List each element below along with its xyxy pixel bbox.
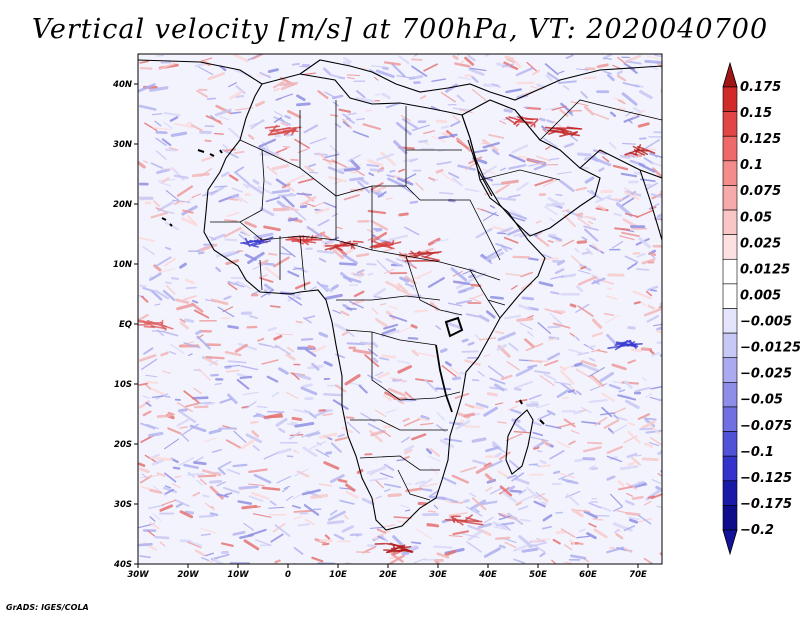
colorbar-swatch <box>722 332 738 359</box>
colorbar-label: 0.1 <box>740 158 763 173</box>
red-sea-coast <box>467 139 493 197</box>
asia-coastline <box>579 149 662 179</box>
colorbar-label: −0.175 <box>740 497 792 512</box>
colorbar-swatch <box>722 505 738 531</box>
lat-tick-label: 20N <box>113 200 132 210</box>
colorbar-label: −0.05 <box>740 393 783 408</box>
colorbar-swatch <box>722 455 738 482</box>
colorbar-swatch <box>722 185 738 211</box>
latitude-axis: 40N 30N 20N 10N EQ 10S 20S 30S 40S <box>112 80 138 570</box>
colorbar-label: 0.075 <box>740 184 781 199</box>
colorbar-label: 0.0125 <box>740 262 790 277</box>
lat-tick-label: EQ <box>119 320 132 330</box>
colorbar-label: −0.125 <box>740 471 792 486</box>
longitude-axis: 30W 20W 10W 0 10E 20E 30E 40E 50E 60E 70E <box>127 564 647 580</box>
colorbar-label: 0.125 <box>740 132 781 147</box>
colorbar-label: −0.0125 <box>740 341 800 356</box>
colorbar-swatch <box>722 258 738 285</box>
colorbar-top-arrow <box>722 61 738 88</box>
canary-islands <box>197 149 223 157</box>
lon-tick-label: 30E <box>429 570 447 580</box>
colorbar-swatch <box>722 209 738 235</box>
velocity-field <box>138 54 662 564</box>
colorbar-swatch <box>722 431 738 457</box>
lon-tick-label: 40E <box>478 570 497 580</box>
colorbar-swatch <box>722 135 738 162</box>
lon-tick-label: 50E <box>529 570 547 580</box>
lake-tanganyika <box>435 344 453 413</box>
colorbar-label: 0.025 <box>740 236 781 251</box>
colorbar-swatch <box>722 234 738 260</box>
colorbar-label: −0.2 <box>740 523 774 538</box>
colorbar-swatch <box>722 357 738 383</box>
india-coastline <box>639 169 662 241</box>
colorbar-swatch <box>722 406 738 432</box>
lat-tick-label: 10S <box>114 380 132 390</box>
colorbar-swatch <box>722 111 738 137</box>
lat-tick-label: 40S <box>113 560 132 570</box>
colorbar-swatch <box>722 283 738 309</box>
colorbar: 0.175 0.15 0.125 0.1 0.075 0.05 0.025 0.0125 0.0… <box>722 61 800 556</box>
lon-tick-label: 0 <box>285 570 291 580</box>
europe-coastline <box>138 59 662 101</box>
lat-tick-label: 20S <box>114 440 132 450</box>
grads-credit: GrADS: IGES/COLA <box>6 603 89 612</box>
lon-tick-label: 60E <box>579 570 597 580</box>
lon-tick-label: 30W <box>127 570 149 580</box>
madagascar-coastline <box>505 409 534 475</box>
colorbar-label: 0.005 <box>740 288 781 303</box>
lat-tick-label: 40N <box>112 80 132 90</box>
comoros <box>519 399 545 425</box>
coastlines <box>138 59 662 531</box>
lat-tick-label: 30N <box>113 140 132 150</box>
colorbar-swatch <box>722 308 738 334</box>
colorbar-swatch <box>722 86 738 112</box>
colorbar-label: 0.05 <box>740 210 772 225</box>
colorbar-label: −0.075 <box>740 419 792 434</box>
lat-tick-label: 10N <box>113 260 132 270</box>
lake-victoria <box>444 316 464 338</box>
lon-tick-label: 20W <box>177 570 199 580</box>
map-frame <box>137 53 663 565</box>
cape-verde <box>161 217 173 227</box>
lat-tick-label: 30S <box>114 500 132 510</box>
colorbar-label: 0.175 <box>740 80 781 95</box>
colorbar-bottom-arrow <box>722 529 738 556</box>
colorbar-swatch <box>722 160 738 186</box>
lon-tick-label: 70E <box>629 570 647 580</box>
lon-tick-label: 10E <box>329 570 347 580</box>
colorbar-swatch <box>722 480 738 506</box>
country-borders <box>210 99 662 501</box>
lon-tick-label: 20E <box>379 570 397 580</box>
chart-title: Vertical velocity [m/s] at 700hPa, VT: 2… <box>31 14 769 45</box>
lon-tick-label: 10W <box>227 570 249 580</box>
colorbar-label: −0.005 <box>740 315 792 330</box>
colorbar-label: 0.15 <box>740 106 772 121</box>
colorbar-swatch <box>722 382 738 408</box>
colorbar-label: −0.1 <box>740 445 774 460</box>
colorbar-label: −0.025 <box>740 367 792 382</box>
